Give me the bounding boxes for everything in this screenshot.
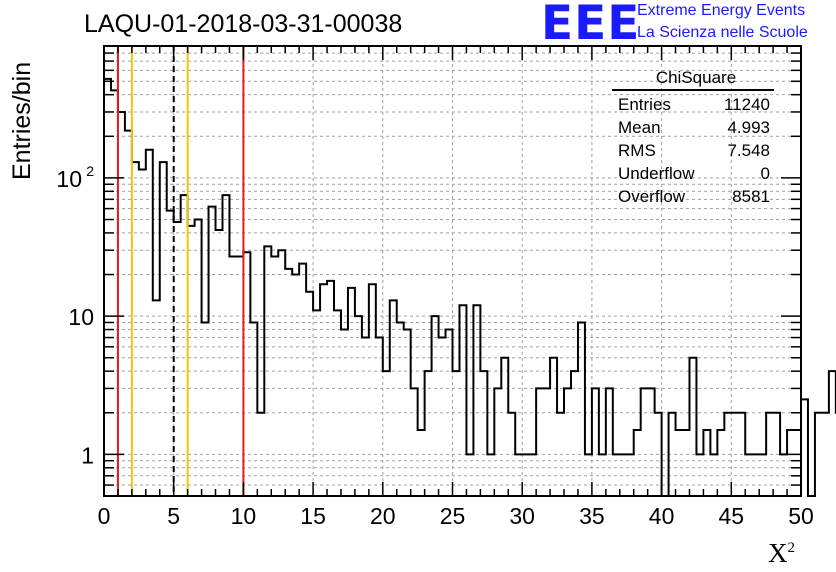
y-tick-label: 1 <box>81 442 94 468</box>
x-tick-label: 25 <box>440 503 466 529</box>
stats-row-mean: Mean 4.993 <box>612 116 774 139</box>
stats-row-rms: RMS 7.548 <box>612 139 774 162</box>
plot-title: LAQU-01-2018-03-31-00038 <box>84 10 403 38</box>
stats-value: 11240 <box>723 95 770 114</box>
stats-row-entries: Entries 11240 <box>612 93 774 116</box>
logo-line-1: Extreme Energy Events <box>637 2 806 19</box>
stats-value: 4.993 <box>727 118 770 137</box>
stats-row-underflow: Underflow 0 <box>612 162 774 185</box>
y-axis-label: Entries/bin <box>8 61 36 180</box>
x-tick-label: 0 <box>98 503 111 529</box>
x-tick-label: 10 <box>231 503 257 529</box>
x-tick-label: 20 <box>370 503 396 529</box>
stats-value: 8581 <box>732 187 770 206</box>
y-tick-label-sup: 2 <box>86 163 94 179</box>
y-tick-label: 10 <box>68 304 94 330</box>
x-tick-label: 35 <box>579 503 605 529</box>
x-axis-label-sup: 2 <box>787 540 796 556</box>
stats-label: Entries <box>618 95 671 114</box>
x-tick-label: 50 <box>788 503 814 529</box>
x-tick-label: 30 <box>509 503 535 529</box>
stats-title: ChiSquare <box>612 68 774 91</box>
x-tick-label: 45 <box>719 503 745 529</box>
x-axis-label-text: X <box>768 538 788 568</box>
stats-box: ChiSquare Entries 11240 Mean 4.993 RMS 7.54… <box>612 68 774 208</box>
x-tick-label: 5 <box>167 503 180 529</box>
stats-value: 0 <box>760 164 770 183</box>
x-tick-label: 15 <box>300 503 326 529</box>
eee-logo: EEE <box>541 0 641 51</box>
stats-label: Overflow <box>618 187 686 206</box>
stats-label: Mean <box>618 118 661 137</box>
histogram-steps <box>103 77 836 497</box>
logo-line-2: La Scienza nelle Scuole <box>637 24 808 41</box>
stats-label: RMS <box>618 141 656 160</box>
stats-label: Underflow <box>618 164 695 183</box>
x-tick-label: 40 <box>649 503 675 529</box>
x-axis-label: X2 <box>768 538 795 569</box>
stats-row-overflow: Overflow 8581 <box>612 185 774 208</box>
y-tick-label: 10 <box>56 166 82 192</box>
stats-value: 7.548 <box>727 141 770 160</box>
